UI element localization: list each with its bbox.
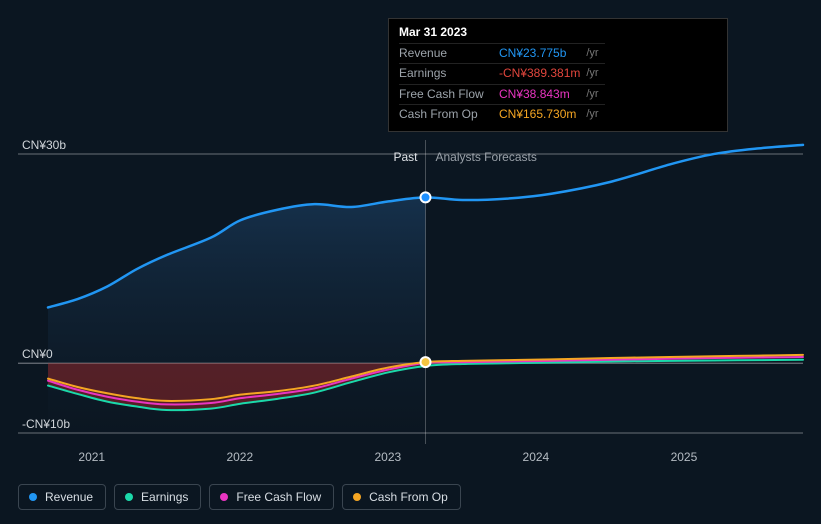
legend-label: Free Cash Flow <box>236 490 321 504</box>
legend-label: Revenue <box>45 490 93 504</box>
y-axis-label: -CN¥10b <box>22 417 70 431</box>
legend-dot-icon <box>29 493 37 501</box>
legend-item-revenue[interactable]: Revenue <box>18 484 106 510</box>
x-axis-label: 2022 <box>226 450 253 464</box>
legend-item-cfo[interactable]: Cash From Op <box>342 484 461 510</box>
y-axis-label: CN¥0 <box>22 347 53 361</box>
x-axis-label: 2025 <box>671 450 698 464</box>
tooltip-row-label: Cash From Op <box>399 105 499 125</box>
tooltip-row-value: CN¥23.775b <box>499 44 586 64</box>
x-axis-label: 2024 <box>523 450 550 464</box>
tooltip-row-value: CN¥165.730m <box>499 105 586 125</box>
tooltip-row-unit: /yr <box>586 84 604 104</box>
tooltip-date: Mar 31 2023 <box>399 25 717 39</box>
tooltip-row-value: CN¥38.843m <box>499 84 586 104</box>
tooltip-row-label: Free Cash Flow <box>399 84 499 104</box>
legend-label: Earnings <box>141 490 188 504</box>
tooltip-table: RevenueCN¥23.775b/yrEarnings-CN¥389.381m… <box>399 43 605 125</box>
tooltip-row-unit: /yr <box>586 44 604 64</box>
legend-dot-icon <box>353 493 361 501</box>
x-axis-label: 2023 <box>374 450 401 464</box>
tooltip-row-unit: /yr <box>586 64 604 84</box>
tooltip-row: RevenueCN¥23.775b/yr <box>399 44 605 64</box>
legend-item-earnings[interactable]: Earnings <box>114 484 201 510</box>
section-label-forecast: Analysts Forecasts <box>436 150 537 164</box>
tooltip-row: Cash From OpCN¥165.730m/yr <box>399 105 605 125</box>
legend-dot-icon <box>220 493 228 501</box>
legend-item-fcf[interactable]: Free Cash Flow <box>209 484 334 510</box>
tooltip-row-unit: /yr <box>586 105 604 125</box>
section-label-past: Past <box>394 150 418 164</box>
chart-tooltip: Mar 31 2023 RevenueCN¥23.775b/yrEarnings… <box>388 18 728 132</box>
tooltip-row: Free Cash FlowCN¥38.843m/yr <box>399 84 605 104</box>
marker-revenue <box>421 192 431 202</box>
x-axis-label: 2021 <box>78 450 105 464</box>
tooltip-row-label: Earnings <box>399 64 499 84</box>
legend-label: Cash From Op <box>369 490 448 504</box>
y-axis-label: CN¥30b <box>22 138 66 152</box>
tooltip-row: Earnings-CN¥389.381m/yr <box>399 64 605 84</box>
tooltip-row-label: Revenue <box>399 44 499 64</box>
legend-dot-icon <box>125 493 133 501</box>
marker-cfo <box>421 357 431 367</box>
tooltip-row-value: -CN¥389.381m <box>499 64 586 84</box>
chart-legend: Revenue Earnings Free Cash Flow Cash From O… <box>18 484 461 510</box>
